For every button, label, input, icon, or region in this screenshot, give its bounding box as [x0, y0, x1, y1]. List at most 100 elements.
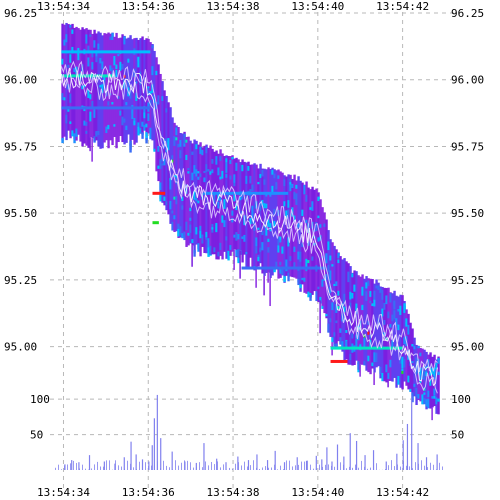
volume-bar-minor [172, 469, 173, 470]
depth-band [345, 340, 348, 347]
depth-band [87, 45, 90, 54]
volume-bar-minor [127, 460, 128, 470]
volume-bar-minor [208, 465, 209, 470]
volume-bar [417, 443, 419, 470]
price-level-band [61, 106, 151, 110]
depth-band [315, 291, 318, 302]
depth-band [155, 70, 158, 76]
y-tick-label-left: 95.50 [4, 207, 37, 220]
depth-column [311, 186, 314, 295]
volume-bar-minor [67, 464, 68, 470]
depth-band [329, 270, 332, 281]
depth-band [301, 277, 304, 281]
depth-band [65, 34, 68, 43]
volume-bar-minor [169, 467, 170, 470]
volume-bar-minor [235, 463, 236, 470]
depth-column [229, 156, 232, 256]
depth-band [121, 63, 124, 70]
depth-band [159, 182, 162, 190]
depth-column [315, 188, 318, 292]
depth-column [243, 161, 246, 255]
depth-band [201, 149, 204, 156]
depth-band [149, 132, 152, 140]
depth-band [321, 305, 324, 310]
depth-column [161, 81, 164, 203]
depth-band [297, 278, 300, 286]
depth-band [349, 302, 352, 310]
depth-band [389, 293, 392, 303]
depth-band [367, 320, 370, 325]
depth-band [177, 223, 180, 230]
depth-band [103, 76, 106, 81]
depth-band [195, 169, 198, 177]
volume-bar [274, 450, 276, 470]
depth-band [99, 57, 102, 64]
depth-band [211, 169, 214, 174]
depth-band [401, 359, 404, 369]
depth-band [387, 372, 390, 379]
volume-bar-minor [310, 464, 311, 470]
depth-band [195, 227, 198, 235]
depth-band [181, 233, 184, 237]
volume-bar [336, 444, 339, 470]
depth-band [275, 261, 278, 269]
depth-band [375, 352, 378, 363]
volume-bar [343, 456, 345, 470]
depth-band [229, 245, 232, 250]
depth-band [111, 32, 114, 41]
depth-band [111, 67, 114, 75]
depth-band [291, 183, 294, 189]
depth-band [367, 355, 370, 362]
depth-accent [367, 331, 370, 335]
depth-band [165, 201, 168, 205]
volume-bar-minor [256, 467, 257, 470]
depth-band [347, 273, 350, 283]
volume-bar [247, 460, 250, 470]
volume-bar [315, 455, 317, 470]
depth-band [381, 290, 384, 300]
volume-bar-minor [358, 467, 359, 470]
depth-band [207, 169, 210, 172]
depth-band [91, 100, 94, 109]
depth-band [179, 150, 182, 159]
depth-column [93, 29, 96, 142]
depth-band [259, 173, 262, 178]
volume-bar-minor [124, 468, 125, 470]
depth-band [243, 234, 246, 242]
depth-band [205, 164, 208, 172]
depth-band [195, 198, 198, 202]
volume-bar-minor [289, 460, 290, 470]
depth-band [83, 84, 86, 88]
depth-column [337, 252, 340, 342]
depth-band [305, 219, 308, 224]
depth-column [227, 156, 230, 254]
depth-band [207, 247, 210, 257]
x-tick-label-bottom: 13:54:42 [376, 486, 429, 499]
volume-bar-minor [238, 462, 239, 470]
depth-band [383, 302, 386, 310]
depth-band [75, 128, 78, 137]
depth-band [419, 367, 422, 376]
depth-band [237, 234, 240, 240]
depth-band [205, 231, 208, 239]
depth-band [365, 282, 368, 289]
depth-band [275, 182, 278, 190]
volume-bar [237, 456, 239, 470]
volume-bar-minor [301, 461, 302, 470]
volume-bar-minor [271, 467, 272, 470]
depth-band [289, 184, 292, 192]
depth-band [173, 215, 176, 220]
depth-column [365, 276, 368, 371]
volume-bar-minor [196, 466, 197, 470]
volume-bar-minor [388, 465, 389, 470]
depth-column [233, 158, 236, 250]
y-tick-label-left: 96.25 [4, 7, 37, 20]
depth-band [327, 323, 330, 333]
depth-band [407, 324, 410, 335]
depth-band [213, 247, 216, 253]
depth-band [123, 118, 126, 123]
volume-bar [195, 462, 197, 470]
volume-bar-minor [73, 460, 74, 470]
depth-band [323, 223, 326, 228]
depth-band [317, 215, 320, 219]
